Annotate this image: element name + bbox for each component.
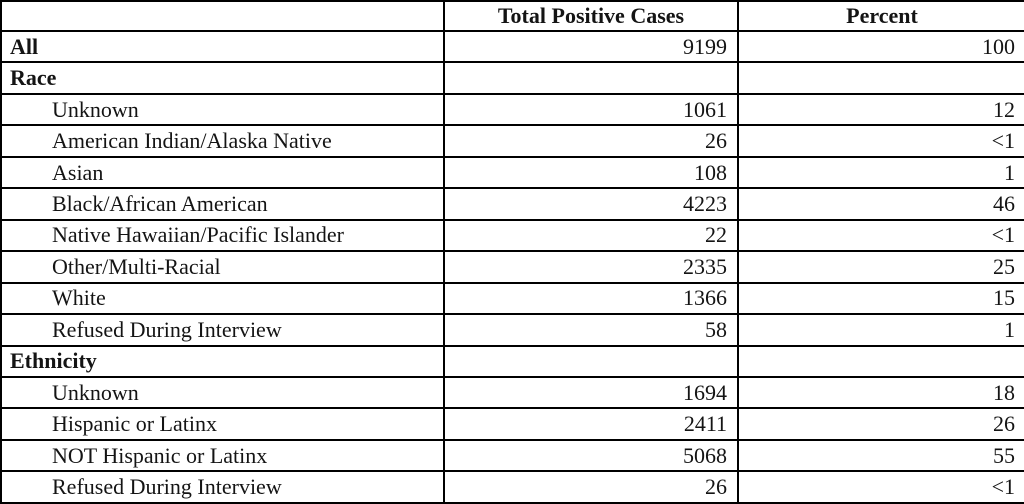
table-body: All 9199 100 Race Unknown 1061 12 Americ… — [0, 29, 1024, 504]
column-header-total-positive-cases: Total Positive Cases — [443, 0, 739, 32]
row-label: Unknown — [0, 92, 445, 127]
row-percent: 26 — [737, 407, 1024, 441]
row-label: White — [0, 281, 445, 316]
table-row: Unknown 1061 12 — [0, 92, 1024, 127]
row-total-cases — [443, 344, 739, 378]
row-total-cases: 26 — [443, 470, 739, 504]
table-row: Race — [0, 61, 1024, 95]
row-percent: 1 — [737, 313, 1024, 347]
table-row: White 1366 15 — [0, 281, 1024, 316]
row-label: All — [0, 29, 445, 64]
row-percent: 15 — [737, 281, 1024, 316]
header-row: Total Positive Cases Percent — [0, 0, 1024, 32]
table-row: Asian 108 1 — [0, 155, 1024, 190]
row-label: Refused During Interview — [0, 470, 445, 504]
row-label: Race — [0, 61, 445, 95]
row-label: Refused During Interview — [0, 313, 445, 347]
row-total-cases — [443, 61, 739, 95]
row-label: NOT Hispanic or Latinx — [0, 438, 445, 473]
table-row: American Indian/Alaska Native 26 <1 — [0, 124, 1024, 158]
row-total-cases: 4223 — [443, 187, 739, 221]
table-row: Black/African American 4223 46 — [0, 187, 1024, 221]
row-label: Other/Multi-Racial — [0, 250, 445, 284]
row-percent: 46 — [737, 187, 1024, 221]
row-percent — [737, 61, 1024, 95]
row-total-cases: 1366 — [443, 281, 739, 316]
row-label: Asian — [0, 155, 445, 190]
table-row: Unknown 1694 18 — [0, 375, 1024, 410]
column-header-percent: Percent — [737, 0, 1024, 32]
column-header-category — [0, 0, 445, 32]
row-total-cases: 1694 — [443, 375, 739, 410]
table-row: Hispanic or Latinx 2411 26 — [0, 407, 1024, 441]
row-label: Native Hawaiian/Pacific Islander — [0, 218, 445, 253]
table-row: Ethnicity — [0, 344, 1024, 378]
row-percent: <1 — [737, 124, 1024, 158]
row-percent: 18 — [737, 375, 1024, 410]
row-label: Unknown — [0, 375, 445, 410]
row-label: Hispanic or Latinx — [0, 407, 445, 441]
row-percent: 25 — [737, 250, 1024, 284]
row-total-cases: 5068 — [443, 438, 739, 473]
table-row: NOT Hispanic or Latinx 5068 55 — [0, 438, 1024, 473]
row-total-cases: 2411 — [443, 407, 739, 441]
row-total-cases: 108 — [443, 155, 739, 190]
row-total-cases: 22 — [443, 218, 739, 253]
table-row: Native Hawaiian/Pacific Islander 22 <1 — [0, 218, 1024, 253]
row-label: American Indian/Alaska Native — [0, 124, 445, 158]
table-row: Refused During Interview 26 <1 — [0, 470, 1024, 504]
row-percent: <1 — [737, 470, 1024, 504]
row-total-cases: 2335 — [443, 250, 739, 284]
row-percent: 55 — [737, 438, 1024, 473]
row-percent: 12 — [737, 92, 1024, 127]
row-total-cases: 1061 — [443, 92, 739, 127]
row-percent: 100 — [737, 29, 1024, 64]
row-percent — [737, 344, 1024, 378]
table-row: Refused During Interview 58 1 — [0, 313, 1024, 347]
row-total-cases: 58 — [443, 313, 739, 347]
row-percent: 1 — [737, 155, 1024, 190]
row-percent: <1 — [737, 218, 1024, 253]
row-total-cases: 26 — [443, 124, 739, 158]
row-total-cases: 9199 — [443, 29, 739, 64]
table-row: Other/Multi-Racial 2335 25 — [0, 250, 1024, 284]
table-header: Total Positive Cases Percent — [0, 0, 1024, 32]
table-row: All 9199 100 — [0, 29, 1024, 64]
row-label: Black/African American — [0, 187, 445, 221]
row-label: Ethnicity — [0, 344, 445, 378]
